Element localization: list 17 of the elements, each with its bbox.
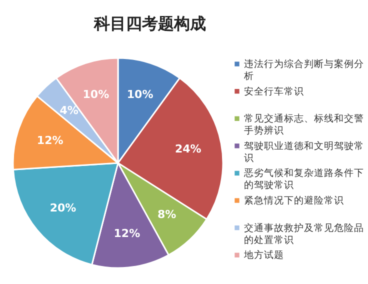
data-label: 10% (82, 88, 110, 102)
legend-label: 紧急情况下的避险常识 (244, 194, 344, 206)
data-label: 24% (174, 142, 202, 156)
data-label: 10% (126, 88, 154, 102)
data-label: 20% (50, 202, 76, 215)
legend-label: 恶劣气候和复杂道路条件下的驾驶常识 (243, 167, 364, 192)
legend-label: 驾驶职业道德和文明驾驶常识 (244, 140, 364, 164)
data-label: 4% (60, 104, 78, 117)
legend-label: 交通事故救护及常见危险品的处置常识 (244, 222, 364, 246)
legend-label: 安全行车常识 (244, 85, 304, 98)
data-label: 12% (36, 134, 64, 147)
data-label: 8% (158, 208, 176, 222)
legend-label: 常见交通标志、标线和交警手势辨识 (244, 112, 364, 137)
chart-title: 科目四考题构成 (93, 14, 206, 33)
data-label: 12% (114, 226, 140, 240)
legend-label: 违法行为综合判断与案例分析 (243, 58, 364, 82)
legend-label: 地方试题 (243, 249, 284, 262)
